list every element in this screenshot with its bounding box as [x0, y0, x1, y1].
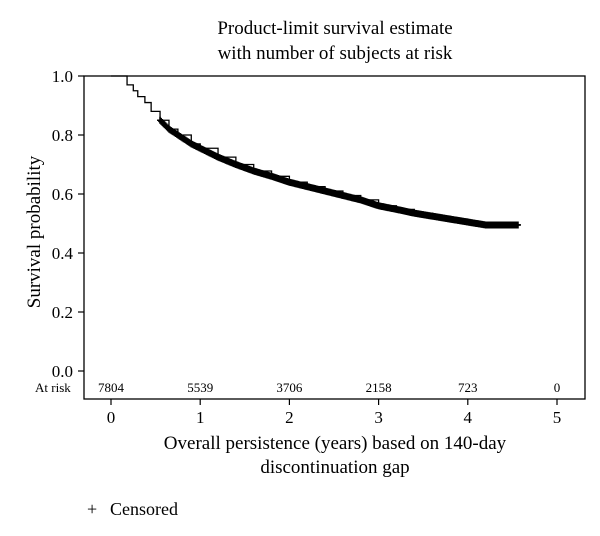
censored-legend-symbol: + — [87, 499, 97, 519]
at-risk-table: At risk 7804 5539 3706 2158 723 0 — [35, 380, 560, 395]
at-risk-label: At risk — [35, 380, 71, 395]
chart-title-line-1: Product-limit survival estimate — [217, 18, 452, 39]
at-risk-count: 5539 — [187, 380, 213, 395]
survival-curve-layer — [111, 75, 521, 229]
censor-marks — [157, 116, 521, 229]
at-risk-count: 723 — [458, 380, 478, 395]
x-tick-label: 4 — [464, 408, 473, 427]
y-axis: 0.0 0.2 0.4 0.6 0.8 1.0 — [52, 67, 84, 381]
x-tick-label: 3 — [374, 408, 383, 427]
x-axis-label-line-2: discontinuation gap — [260, 457, 409, 478]
y-axis-label: Survival probability — [24, 155, 45, 308]
x-tick-label: 1 — [196, 408, 205, 427]
at-risk-count: 7804 — [98, 380, 125, 395]
y-tick-label: 0.2 — [52, 303, 73, 322]
plot-frame — [83, 75, 586, 400]
censored-legend-label: Censored — [110, 499, 178, 519]
y-tick-label: 0.0 — [52, 362, 73, 381]
y-tick-label: 0.4 — [52, 244, 74, 263]
chart-title-line-2: with number of subjects at risk — [218, 43, 453, 64]
x-axis: 0 1 2 3 4 5 — [107, 399, 562, 427]
at-risk-count: 3706 — [276, 380, 303, 395]
at-risk-count: 0 — [554, 380, 561, 395]
x-tick-label: 2 — [285, 408, 294, 427]
survival-curve — [111, 75, 519, 226]
x-tick-label: 0 — [107, 408, 116, 427]
y-tick-label: 0.8 — [52, 126, 73, 145]
x-tick-label: 5 — [553, 408, 562, 427]
at-risk-count: 2158 — [366, 380, 392, 395]
x-axis-label-line-1: Overall persistence (years) based on 140… — [164, 433, 507, 454]
y-tick-label: 1.0 — [52, 67, 73, 86]
y-tick-label: 0.6 — [52, 185, 73, 204]
censor-mark — [514, 221, 521, 229]
